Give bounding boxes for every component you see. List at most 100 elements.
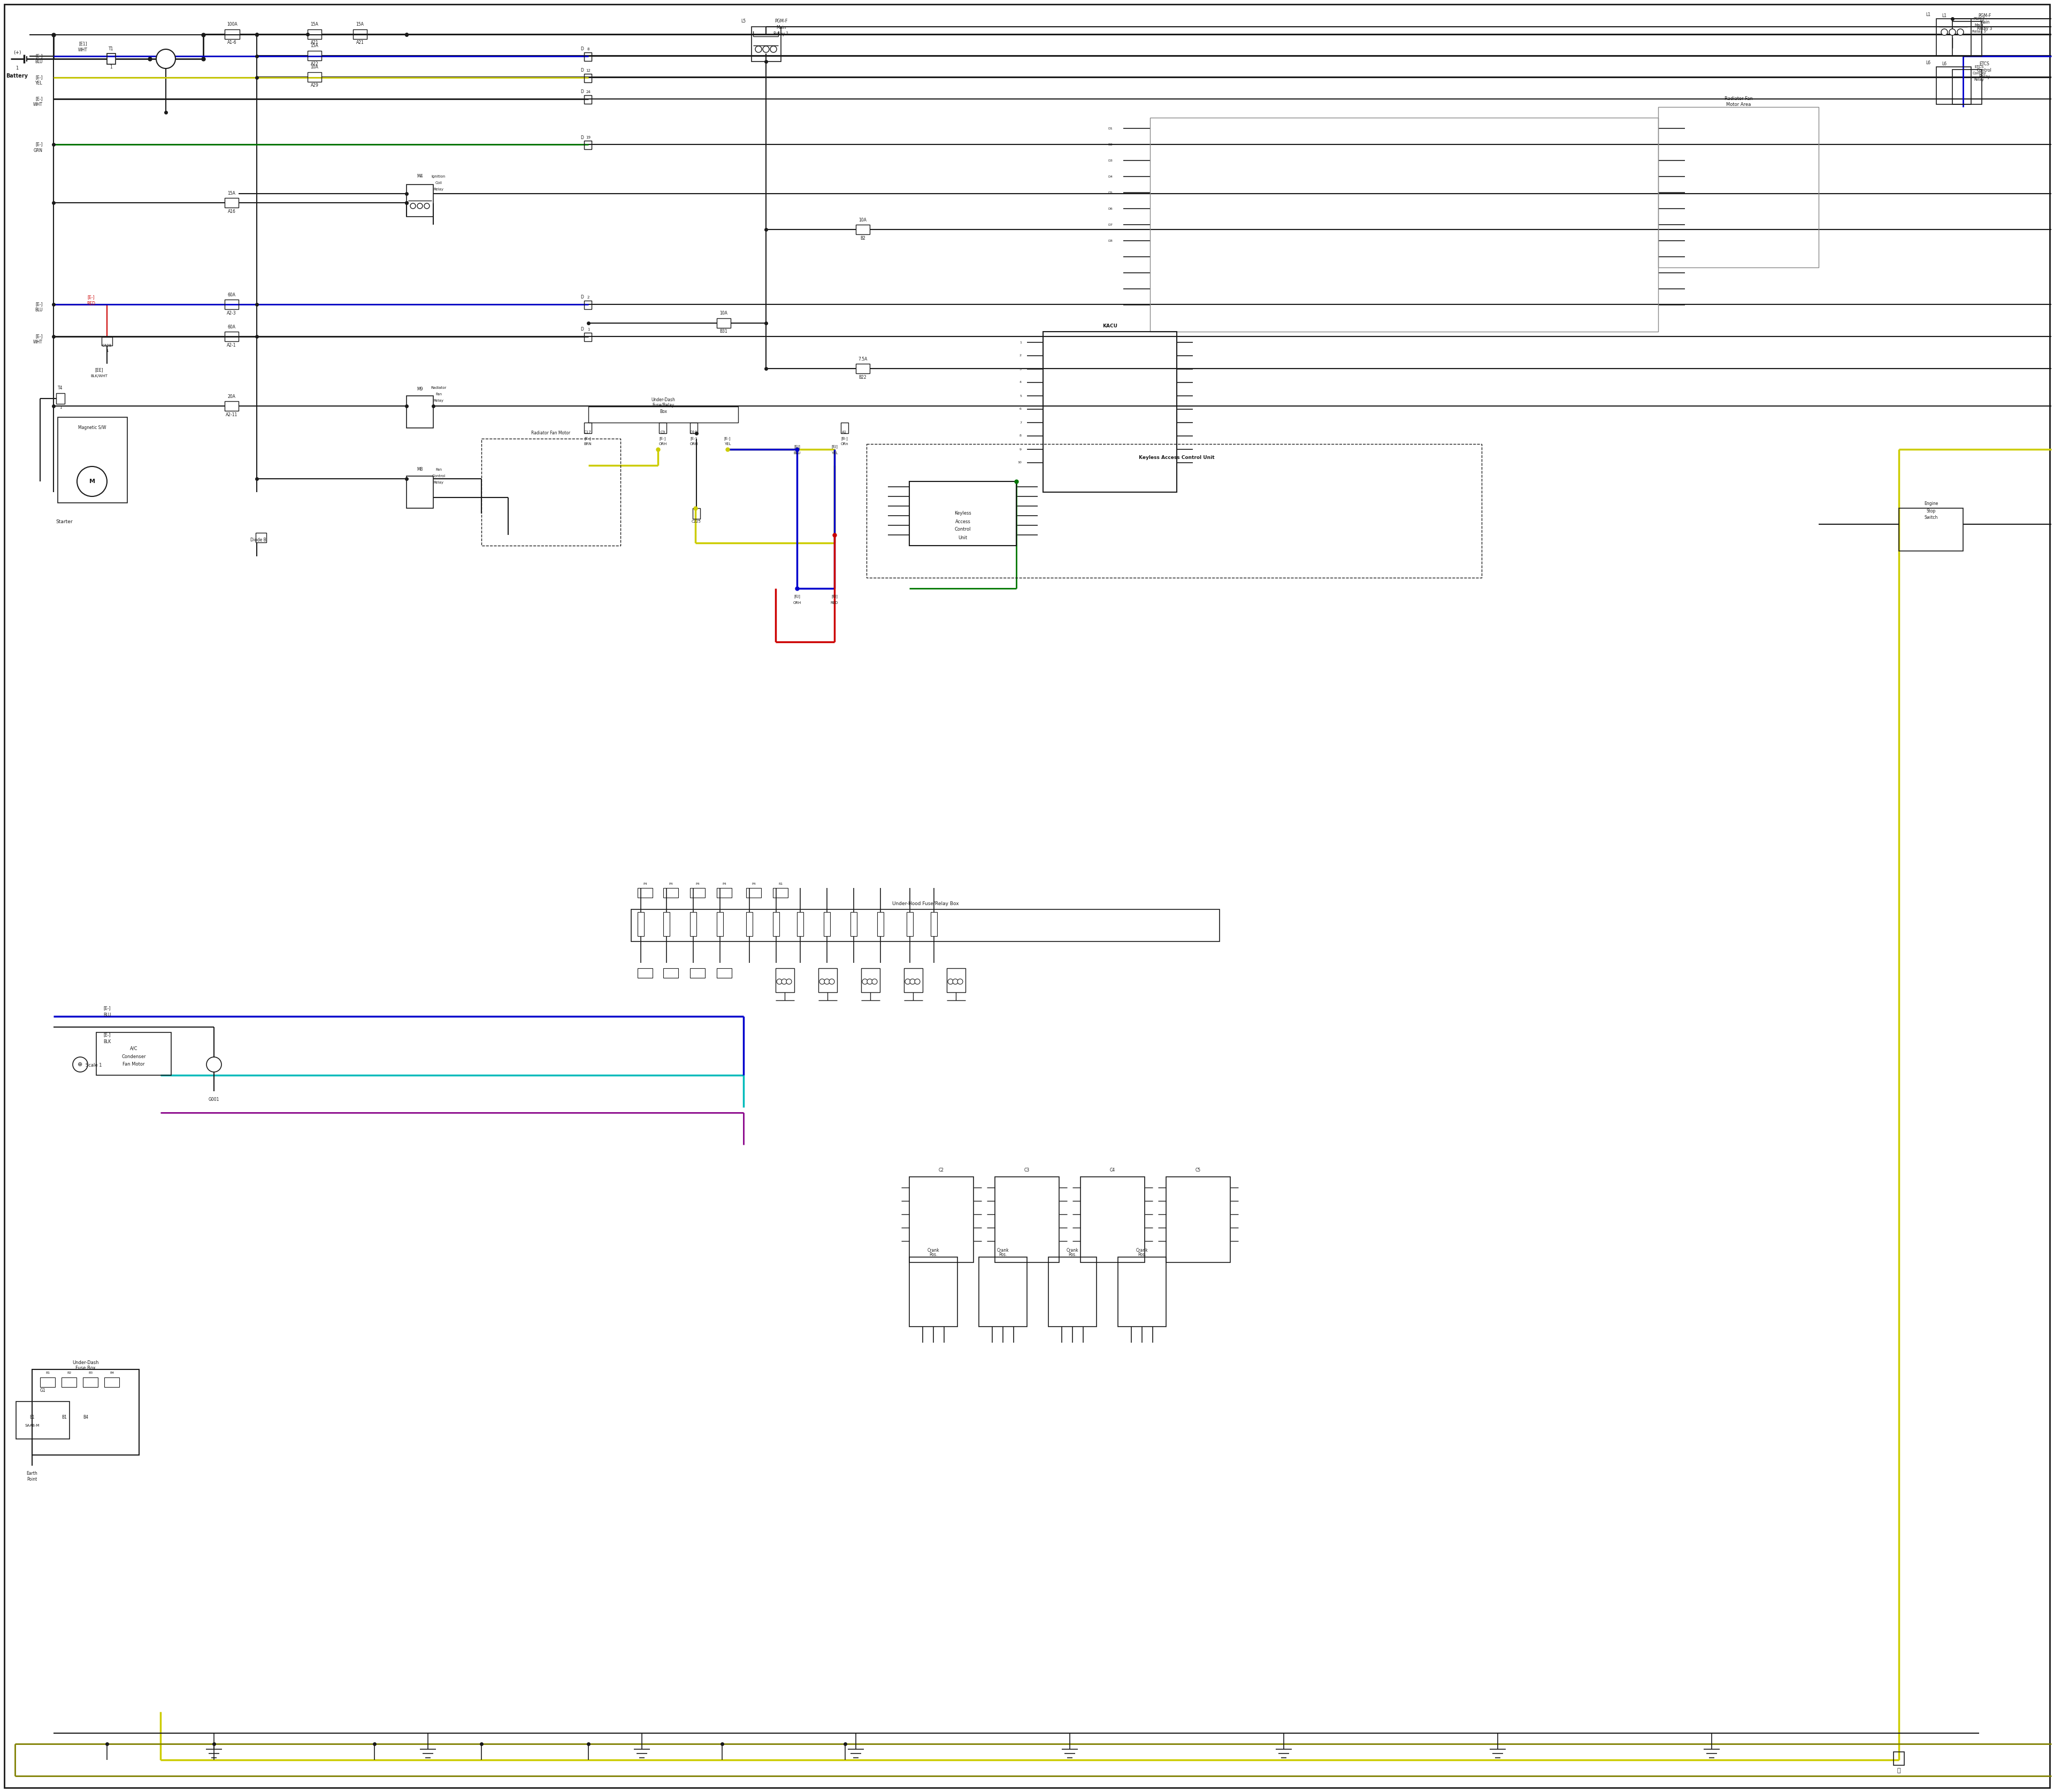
Text: GRN: GRN <box>33 149 43 152</box>
Bar <box>583 95 592 104</box>
Text: KACU: KACU <box>1103 324 1117 328</box>
Text: B31: B31 <box>719 330 727 333</box>
Text: 20A: 20A <box>228 394 236 400</box>
Text: Relay: Relay <box>1974 79 1984 81</box>
Bar <box>224 29 240 39</box>
Circle shape <box>824 978 830 984</box>
Text: A22: A22 <box>310 61 318 66</box>
Bar <box>583 52 592 61</box>
Bar <box>1150 118 1658 332</box>
Text: Box: Box <box>659 409 668 414</box>
Text: RED: RED <box>86 301 94 306</box>
Circle shape <box>820 978 826 984</box>
Bar <box>583 73 592 82</box>
Text: Scale 1: Scale 1 <box>86 1063 103 1068</box>
Text: D5: D5 <box>1107 192 1113 194</box>
Bar <box>690 968 705 978</box>
Text: [E-]: [E-] <box>35 54 43 59</box>
Circle shape <box>207 1057 222 1072</box>
Bar <box>105 1378 119 1387</box>
Text: 100A: 100A <box>226 22 238 27</box>
Text: [E-]: [E-] <box>103 1005 111 1011</box>
Circle shape <box>914 978 920 984</box>
Circle shape <box>1949 29 1955 36</box>
Bar <box>224 299 238 310</box>
Text: D4: D4 <box>1107 176 1113 177</box>
Text: D: D <box>581 328 583 332</box>
Bar <box>583 301 592 310</box>
Text: R1: R1 <box>778 882 783 885</box>
Text: 9: 9 <box>1019 448 1021 450</box>
Circle shape <box>1957 29 1964 36</box>
Text: Relay: Relay <box>433 480 444 484</box>
Text: [E-]: [E-] <box>35 142 43 147</box>
Text: Diode B: Diode B <box>251 538 267 543</box>
Text: PGM-F: PGM-F <box>1974 18 1984 20</box>
Text: 8: 8 <box>1019 435 1021 437</box>
Text: B3: B3 <box>88 1373 92 1374</box>
Bar <box>583 142 592 149</box>
Text: 1: 1 <box>1019 340 1021 344</box>
Text: Earth
Point: Earth Point <box>27 1471 37 1482</box>
Text: P4: P4 <box>752 882 756 885</box>
Text: 10A: 10A <box>310 65 318 70</box>
Text: WHT: WHT <box>78 48 88 52</box>
Text: 5: 5 <box>1019 394 1021 398</box>
Bar <box>1658 108 1818 267</box>
Text: Main: Main <box>1974 23 1984 27</box>
Text: YEL: YEL <box>725 443 731 446</box>
Bar <box>631 909 1220 941</box>
Text: Starter: Starter <box>55 520 72 523</box>
Text: ⊕: ⊕ <box>78 1063 82 1068</box>
Text: A1: A1 <box>842 430 846 434</box>
Bar <box>824 912 830 935</box>
Text: Fan: Fan <box>435 468 442 471</box>
Bar <box>717 319 731 328</box>
Text: Main: Main <box>776 25 787 30</box>
Text: [E-]: [E-] <box>690 437 696 441</box>
Text: [EE]: [EE] <box>94 367 103 373</box>
Text: C3: C3 <box>1025 1168 1029 1172</box>
Text: [E1]: [E1] <box>78 41 86 47</box>
Text: ORH: ORH <box>659 443 668 446</box>
Text: P4: P4 <box>723 882 727 885</box>
Text: C9: C9 <box>659 430 665 434</box>
Text: Fuse Box: Fuse Box <box>76 1366 97 1371</box>
Text: [E-]: [E-] <box>35 333 43 339</box>
Text: Crank: Crank <box>996 1249 1009 1253</box>
Bar <box>717 968 731 978</box>
Text: [E-]: [E-] <box>659 437 665 441</box>
Circle shape <box>867 978 873 984</box>
Bar <box>583 333 592 340</box>
Text: ORH: ORH <box>690 443 698 446</box>
Text: C408: C408 <box>103 344 111 348</box>
Text: Fan Motor: Fan Motor <box>123 1063 146 1066</box>
Bar <box>587 407 737 423</box>
Text: Under-Dash: Under-Dash <box>651 398 676 403</box>
Text: ETCS: ETCS <box>1980 61 1990 66</box>
Bar <box>904 968 922 993</box>
Bar <box>867 444 1481 577</box>
Text: [B-]: [B-] <box>842 437 848 441</box>
Text: Stop: Stop <box>1927 509 1935 513</box>
Bar <box>308 72 322 82</box>
Text: [E-]: [E-] <box>35 303 43 306</box>
Text: Magnetic S/W: Magnetic S/W <box>78 425 107 430</box>
Text: ETCS: ETCS <box>1974 65 1984 68</box>
Text: [EJ]: [EJ] <box>832 595 838 599</box>
Bar <box>772 912 778 935</box>
Text: 4: 4 <box>1019 382 1021 383</box>
Text: ORH: ORH <box>793 602 801 604</box>
Text: Access: Access <box>955 520 972 523</box>
Text: 1: 1 <box>111 65 113 70</box>
Bar <box>1953 70 1982 104</box>
Bar <box>994 1177 1060 1262</box>
Circle shape <box>947 978 953 984</box>
Text: Engine: Engine <box>1925 502 1939 507</box>
Bar <box>583 423 592 434</box>
Circle shape <box>425 202 429 208</box>
Bar <box>663 968 678 978</box>
Bar <box>308 29 322 39</box>
Text: Condenser: Condenser <box>121 1054 146 1059</box>
Text: 7.5A: 7.5A <box>859 357 867 362</box>
